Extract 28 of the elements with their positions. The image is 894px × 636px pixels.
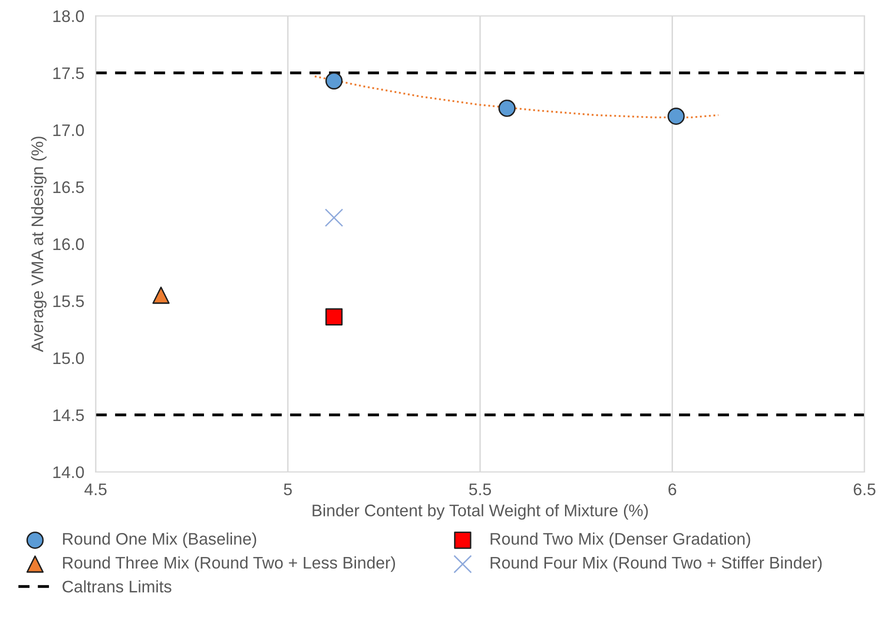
y-tick-label: 15.5 (53, 295, 84, 308)
y-tick-label: 16.0 (53, 238, 84, 250)
y-tick-label: 14.0 (53, 466, 84, 478)
x-tick-label: 5.5 (469, 484, 491, 496)
x-tick-label: 4.5 (84, 484, 107, 496)
point (324, 208, 344, 227)
y-tick-label: 18.0 (53, 10, 84, 22)
point (498, 100, 516, 117)
point (152, 286, 170, 304)
x-tick-label: 6 (668, 483, 676, 496)
x-axis-title: Binder Content by Total Weight of Mixture (%) (312, 504, 648, 520)
point (325, 72, 343, 90)
legend-label: Round Two Mix (Denser Gradation) (490, 532, 750, 548)
legend-label: Round Four Mix (Round Two + Stiffer Binder) (490, 556, 822, 572)
x-tick-label: 5 (284, 484, 292, 496)
legend-label: Round One Mix (Baseline) (63, 532, 256, 548)
legend-label: Caltrans Limits (62, 580, 172, 592)
point (325, 308, 343, 326)
line-series (314, 75, 720, 118)
y-axis-title: Average VMA at Ndesign (%) (31, 136, 47, 352)
y-tick-label: 16.5 (53, 181, 84, 194)
point (668, 108, 685, 125)
y-tick-label: 17.5 (53, 67, 84, 80)
x-tick-label: 6.5 (854, 483, 876, 496)
y-tick-label: 15.0 (53, 352, 84, 364)
y-tick-label: 17.0 (53, 124, 84, 136)
legend-label: Round Three Mix (Round Two + Less Binder) (63, 556, 395, 572)
y-tick-label: 14.5 (53, 409, 84, 422)
